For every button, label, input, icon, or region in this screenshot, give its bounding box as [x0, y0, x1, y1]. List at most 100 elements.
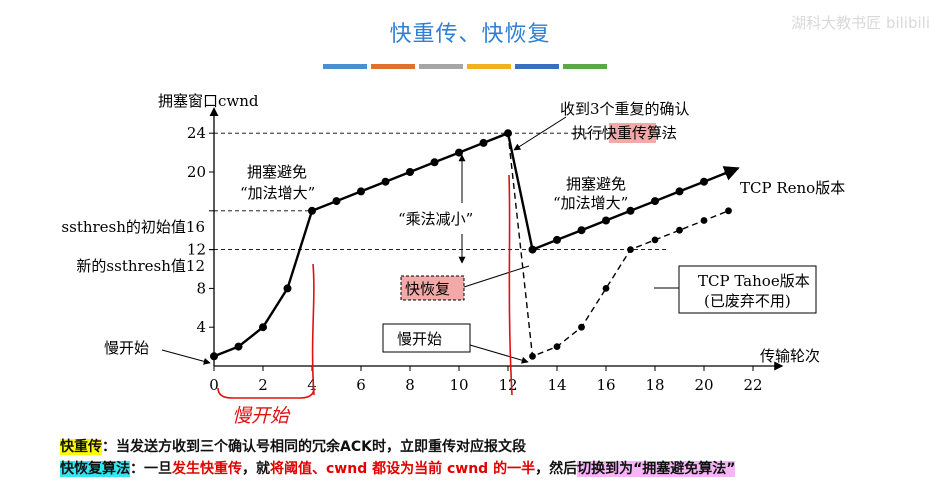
x-tick-label: 14: [547, 376, 566, 394]
reno-point: [210, 352, 218, 361]
tahoe-point: [627, 246, 634, 254]
reno-point: [308, 206, 316, 215]
footer-fast-retransmit: 快重传：当发送方收到三个确认号相同的冗余ACK时，立即重传对应报文段: [60, 436, 526, 456]
reno-point: [283, 284, 292, 293]
reno-point: [626, 206, 635, 215]
tahoe-line: [507, 133, 729, 358]
handwritten-slow-start: 慢开始: [232, 405, 291, 427]
red-mark-round-4: [311, 263, 315, 396]
color-bar: [419, 64, 463, 69]
tahoe-point: [651, 236, 659, 244]
x-tick-label: 6: [356, 376, 366, 394]
footer-fast-recovery: 快恢复算法：一旦发生快重传，就将阈值、cwnd 都设为当前 cwnd 的一半，然…: [60, 458, 736, 478]
slow-start-box: [382, 323, 471, 353]
color-bar: [563, 64, 607, 69]
red-mark-round-12: [508, 174, 513, 396]
tahoe-point: [602, 285, 610, 292]
congestion-avoid-2-line2: “加法增大”: [553, 194, 628, 212]
page-title: 快重传、快恢复: [389, 22, 551, 47]
axes: [209, 107, 784, 371]
reno-point: [700, 177, 708, 186]
x-tick-label: 22: [743, 376, 762, 394]
color-bar: [515, 64, 559, 69]
fast-recovery-def-d: 将阈值、cwnd 都设为当前 cwnd 的一半: [270, 461, 536, 477]
x-tick-label: 8: [405, 376, 415, 394]
y-axis-label: 拥塞窗口cwnd: [158, 92, 259, 110]
fast-retransmit-def: ：当发送方收到三个确认号相同的冗余ACK时，立即重传对应报文段: [102, 439, 526, 455]
fast-recovery-def-a: ：一旦: [130, 461, 172, 477]
reno-point: [381, 177, 390, 186]
slow-start-label: 慢开始: [104, 339, 149, 357]
fast-recovery-def-e: ，然后: [535, 461, 578, 477]
dup-ack-pre: 执行: [572, 124, 602, 142]
reno-point: [553, 235, 561, 244]
reno-point: [651, 197, 659, 206]
tahoe-point: [529, 352, 536, 360]
tahoe-point: [578, 323, 585, 331]
x-tick-label: 18: [645, 376, 664, 394]
slow-start-arrow: [161, 349, 211, 365]
fast-retransmit-term: 快重传: [60, 439, 102, 455]
reno-point: [357, 187, 365, 196]
ssthresh-new-label: 新的ssthresh值12: [76, 257, 205, 275]
fast-recovery-def-f: 切换到为“拥塞避免算法”: [577, 461, 736, 477]
tahoe-point: [676, 226, 683, 234]
ssthresh-initial-label: ssthresh的初始值16: [61, 218, 205, 236]
x-tick-label: 2: [258, 376, 268, 394]
y-tick-label: 8: [196, 279, 206, 297]
slow-start-box-label: 慢开始: [397, 330, 442, 348]
tahoe-label-line1: TCP Tahoe版本: [698, 272, 810, 290]
reno-point: [406, 168, 414, 176]
multiplicative-decrease-label: “乘法减小”: [398, 210, 473, 228]
fast-recovery-box: [400, 275, 465, 301]
tahoe-point: [725, 207, 732, 215]
x-tick-label: 20: [694, 376, 713, 394]
reno-point: [332, 197, 341, 206]
watermark: 湖科大教书匠 bilibili: [791, 14, 930, 32]
x-tick-label: 12: [498, 376, 517, 394]
fast-retransmit-highlight: [609, 123, 656, 143]
x-axis-label: 传输轮次: [760, 347, 820, 365]
fast-recovery-term: 快恢复算法: [60, 461, 130, 477]
color-bar: [323, 64, 367, 69]
reno-point: [577, 226, 586, 235]
color-bar: [467, 64, 511, 69]
reno-line: [213, 131, 729, 358]
slow-start-box-arrow: [469, 344, 529, 364]
tahoe-point: [553, 343, 561, 350]
x-tick-label: 4: [307, 376, 317, 394]
x-tick-label: 16: [596, 376, 615, 394]
reno-point: [602, 216, 610, 225]
reno-point: [234, 342, 243, 351]
congestion-avoid-1-line2: “加法增大”: [240, 184, 315, 202]
reno-point: [528, 245, 537, 254]
fast-recovery-def-c: ，就: [242, 461, 270, 477]
dup-ack-label-line2: 执行快重传算法: [572, 124, 677, 142]
reno-point: [430, 158, 439, 167]
y-tick-label: 4: [196, 318, 206, 336]
y-tick-label: 12: [187, 241, 206, 259]
reno-point: [479, 138, 488, 147]
tahoe-box: [678, 265, 817, 314]
title-color-bars: [323, 64, 607, 69]
x-tick-label: 0: [209, 376, 219, 394]
dup-ack-label-line1: 收到3个重复的确认: [560, 100, 690, 118]
tahoe-label-line2: (已废弃不用): [704, 292, 791, 310]
reno-arrowhead: [722, 166, 740, 181]
fast-recovery-pointer: [463, 265, 530, 288]
y-tick-label: 20: [187, 163, 206, 181]
x-tick-label: 10: [449, 376, 468, 394]
reno-label: TCP Reno版本: [740, 179, 845, 197]
dup-ack-arrow: [513, 116, 567, 151]
tahoe-point: [700, 217, 708, 224]
red-bracket: [217, 387, 315, 399]
color-bar: [371, 64, 415, 69]
fast-recovery-def-b: 发生快重传: [172, 461, 242, 477]
congestion-avoid-1-line1: 拥塞避免: [247, 163, 307, 181]
y-tick-label: 24: [187, 124, 206, 142]
reference-lines: [214, 132, 668, 251]
reno-point: [259, 323, 267, 332]
fast-recovery-label: 快恢复: [405, 280, 450, 298]
